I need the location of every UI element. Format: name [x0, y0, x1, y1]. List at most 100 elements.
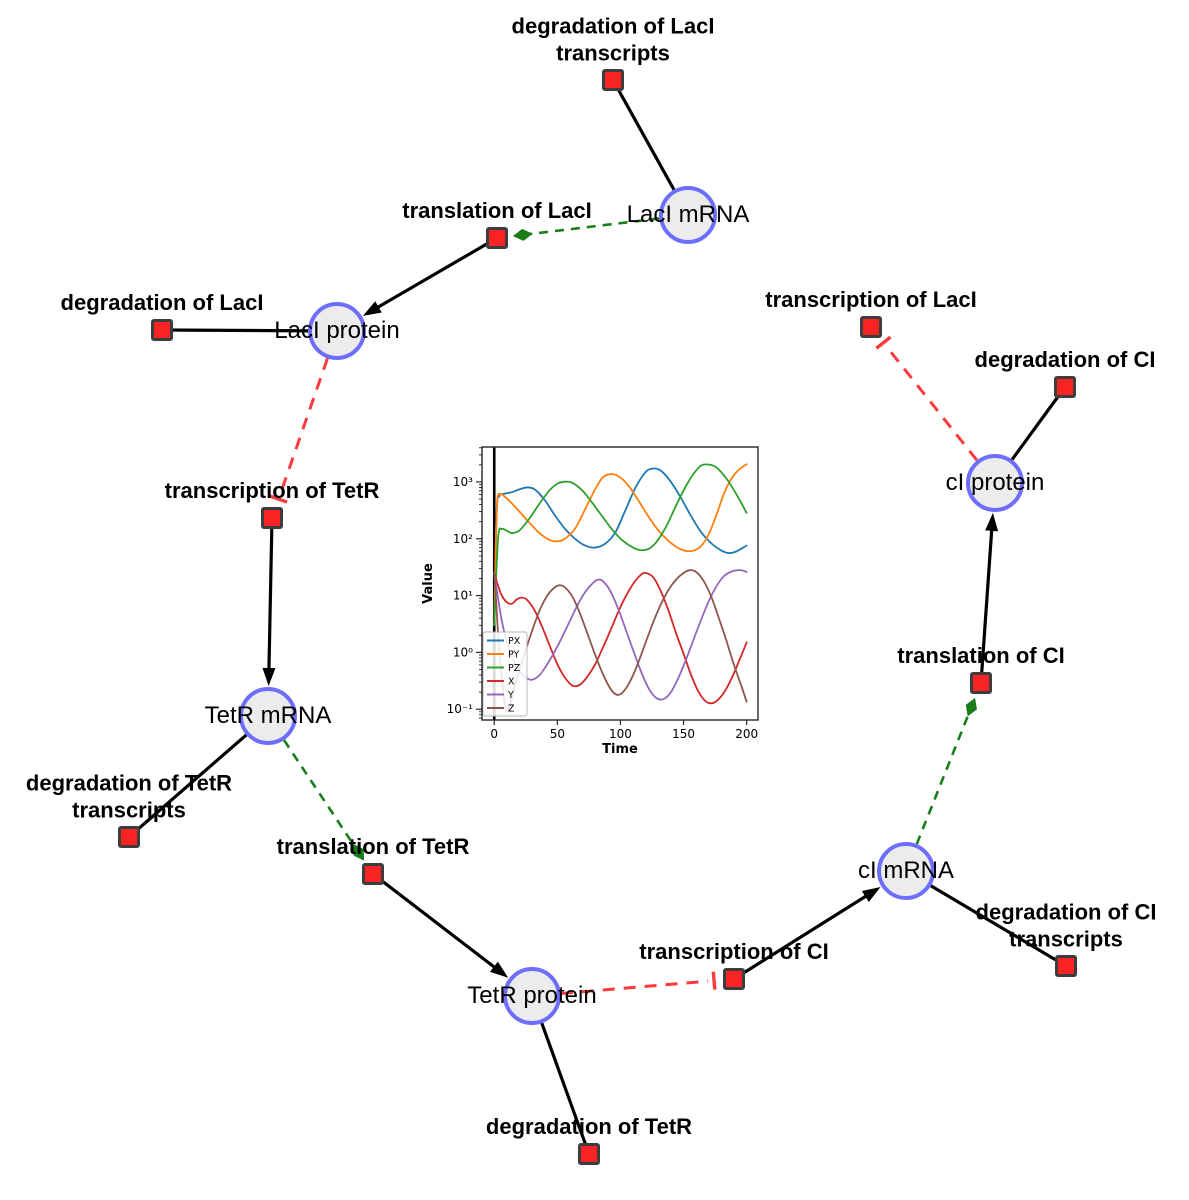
series-X	[493, 571, 748, 705]
reaction-node-deg_laci[interactable]	[151, 319, 173, 341]
edge-ci_mrna-transl_ci-arrowhead	[965, 697, 977, 717]
reaction-node-transl_tetr[interactable]	[362, 863, 384, 885]
species-label-tetr_mrna: TetR mRNA	[204, 701, 332, 729]
legend-label-PZ: PZ	[508, 663, 521, 674]
reaction-label-line: degradation of CI	[975, 899, 1157, 925]
edge-tetr_mrna-deg_tetr_tx	[127, 714, 270, 839]
edge-transl_laci-laci_protein	[374, 236, 498, 311]
reaction-label-tx_tetr: transcription of TetR	[165, 478, 380, 505]
edge-ci_protein-tx_laci	[886, 346, 979, 462]
edge-tetr_protein-tx_ci	[560, 979, 709, 996]
reaction-node-deg_ci_tx[interactable]	[1055, 955, 1077, 977]
edge-ci_protein-tx_laci-tbar	[875, 335, 892, 350]
series-PY	[493, 463, 748, 627]
reaction-label-line: translation of CI	[897, 643, 1065, 669]
reaction-node-deg_laci_tx[interactable]	[602, 69, 624, 91]
reaction-label-line: transcripts	[72, 797, 186, 823]
x-tick-label: 150	[672, 727, 695, 741]
reaction-label-line: degradation of LacI	[60, 290, 264, 316]
inset-timecourse-chart: 0 50 100 150 200 10⁻¹ 10⁰ 10¹ 10² 10³ Time Value PX P…	[421, 446, 759, 757]
reaction-node-tx_tetr[interactable]	[261, 507, 283, 529]
reaction-label-line: degradation of TetR	[485, 1114, 693, 1140]
legend-label-Z: Z	[508, 704, 515, 715]
reaction-label-line: transcription of CI	[639, 939, 829, 965]
edge-laci_protein-deg_laci	[161, 328, 338, 333]
legend-box	[482, 631, 528, 717]
species-label-ci_protein: cI protein	[945, 468, 1045, 496]
reaction-label-deg_laci: degradation of LacI	[61, 290, 264, 317]
reaction-label-transl_tetr: translation of TetR	[277, 834, 470, 861]
y-tick-label: 10²	[453, 532, 473, 546]
reaction-label-deg_ci: degradation of CI	[975, 347, 1156, 374]
edge-tx_tetr-tetr_mrna-arrowhead	[262, 667, 276, 687]
edge-laci_protein-tx_tetr-tbar	[269, 494, 288, 504]
species-label-tetr_protein: TetR protein	[467, 981, 597, 1009]
edge-transl_tetr-tetr_protein-arrowhead	[489, 961, 509, 978]
x-axis-label: Time	[602, 742, 638, 757]
edge-ci_mrna-deg_ci_tx	[905, 869, 1067, 968]
reaction-label-deg_tetr: degradation of TetR	[486, 1114, 692, 1141]
reaction-label-line: transcription of LacI	[765, 287, 977, 313]
reaction-label-transl_ci: translation of CI	[897, 643, 1064, 670]
edge-tx_tetr-tetr_mrna	[267, 517, 274, 673]
edge-transl_laci-laci_protein-arrowhead	[362, 301, 382, 316]
edge-tetr_protein-tx_ci-tbar	[711, 971, 717, 990]
reaction-label-deg_ci_tx: degradation of CI transcripts	[976, 899, 1157, 953]
reaction-label-tx_ci: transcription of CI	[639, 939, 828, 966]
reaction-node-transl_ci[interactable]	[970, 672, 992, 694]
legend-label-Y: Y	[507, 690, 514, 701]
species-node-ci_mrna[interactable]	[877, 842, 935, 900]
edge-laci_mrna-transl_laci-arrowhead	[512, 228, 533, 241]
edge-tetr_mrna-transl_tetr-arrowhead	[353, 844, 365, 861]
reaction-label-tx_laci: transcription of LacI	[765, 287, 976, 314]
reaction-label-deg_tetr_tx: degradation of TetR transcripts	[26, 770, 232, 824]
reaction-label-line: translation of TetR	[276, 834, 470, 860]
series-PX	[493, 467, 748, 627]
legend-label-X: X	[508, 677, 515, 688]
edge-transl_ci-ci_protein-arrowhead	[985, 512, 999, 532]
reaction-label-line: degradation of TetR	[25, 770, 233, 796]
y-tick-label: 10⁰	[453, 645, 473, 659]
edge-transl_ci-ci_protein	[979, 526, 994, 684]
edge-tx_ci-ci_mrna	[733, 893, 870, 981]
reaction-label-line: transcripts	[556, 40, 670, 66]
edge-laci_mrna-transl_laci	[528, 217, 660, 236]
reaction-node-deg_ci[interactable]	[1054, 376, 1076, 398]
species-label-laci_protein: LacI protein	[274, 316, 400, 344]
edge-transl_tetr-tetr_protein	[372, 872, 499, 971]
edge-ci_mrna-transl_ci	[915, 712, 971, 845]
y-axis-label: Value	[421, 563, 436, 604]
species-label-laci_mrna: LacI mRNA	[626, 200, 750, 228]
reaction-node-transl_laci[interactable]	[486, 227, 508, 249]
chart-frame	[481, 446, 759, 721]
y-tick-label: 10¹	[453, 589, 473, 603]
reaction-node-tx_ci[interactable]	[723, 968, 745, 990]
reaction-label-transl_laci: translation of LacI	[402, 198, 591, 225]
species-node-tetr_protein[interactable]	[503, 967, 561, 1025]
reaction-node-deg_tetr_tx[interactable]	[118, 826, 140, 848]
reaction-label-line: degradation of LacI	[511, 13, 715, 39]
x-tick-label: 50	[550, 727, 565, 741]
edge-tx_ci-ci_mrna-arrowhead	[861, 886, 881, 903]
legend-label-PY: PY	[508, 650, 520, 661]
reaction-node-tx_laci[interactable]	[860, 316, 882, 338]
reaction-label-line: degradation of CI	[974, 347, 1156, 373]
species-node-laci_protein[interactable]	[308, 302, 366, 360]
chart-plot-area	[482, 447, 758, 720]
species-label-ci_mrna: cI mRNA	[858, 856, 954, 884]
series-PZ	[493, 463, 748, 627]
edge-tetr_mrna-transl_tetr	[282, 739, 357, 849]
reaction-node-deg_tetr[interactable]	[578, 1143, 600, 1165]
species-node-ci_protein[interactable]	[966, 454, 1024, 512]
reaction-label-line: translation of LacI	[402, 198, 592, 224]
reaction-label-line: transcription of TetR	[164, 478, 380, 504]
species-node-tetr_mrna[interactable]	[239, 687, 297, 745]
reaction-label-deg_laci_tx: degradation of LacI transcripts	[512, 13, 715, 67]
legend-label-PX: PX	[508, 636, 521, 647]
species-node-laci_mrna[interactable]	[659, 186, 717, 244]
reaction-label-line: transcripts	[1009, 926, 1123, 952]
x-tick-label: 200	[735, 727, 758, 741]
edge-laci_protein-tx_tetr	[279, 357, 329, 494]
